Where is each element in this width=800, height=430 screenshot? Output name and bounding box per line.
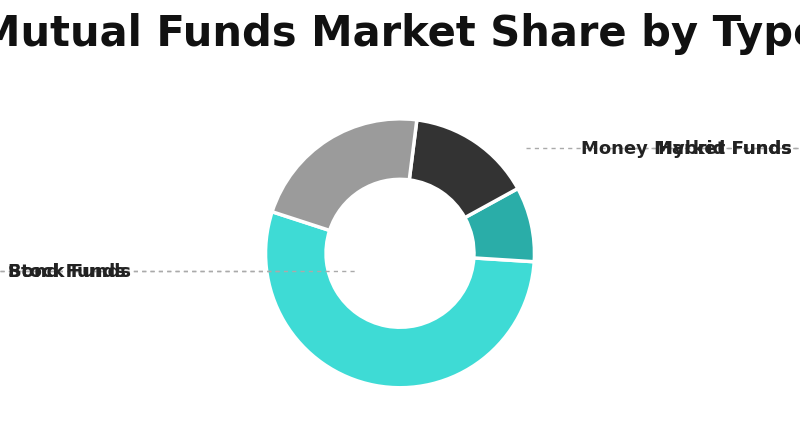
Wedge shape — [410, 120, 518, 218]
Text: Money Market Funds: Money Market Funds — [582, 139, 792, 157]
Wedge shape — [465, 189, 534, 262]
Text: Stock Funds: Stock Funds — [8, 262, 131, 280]
Wedge shape — [266, 212, 534, 388]
Text: Bond Funds: Bond Funds — [8, 262, 126, 280]
Text: Mutual Funds Market Share by Type: Mutual Funds Market Share by Type — [0, 13, 800, 55]
Wedge shape — [272, 120, 417, 231]
Text: Hybrid Funds: Hybrid Funds — [658, 139, 792, 157]
